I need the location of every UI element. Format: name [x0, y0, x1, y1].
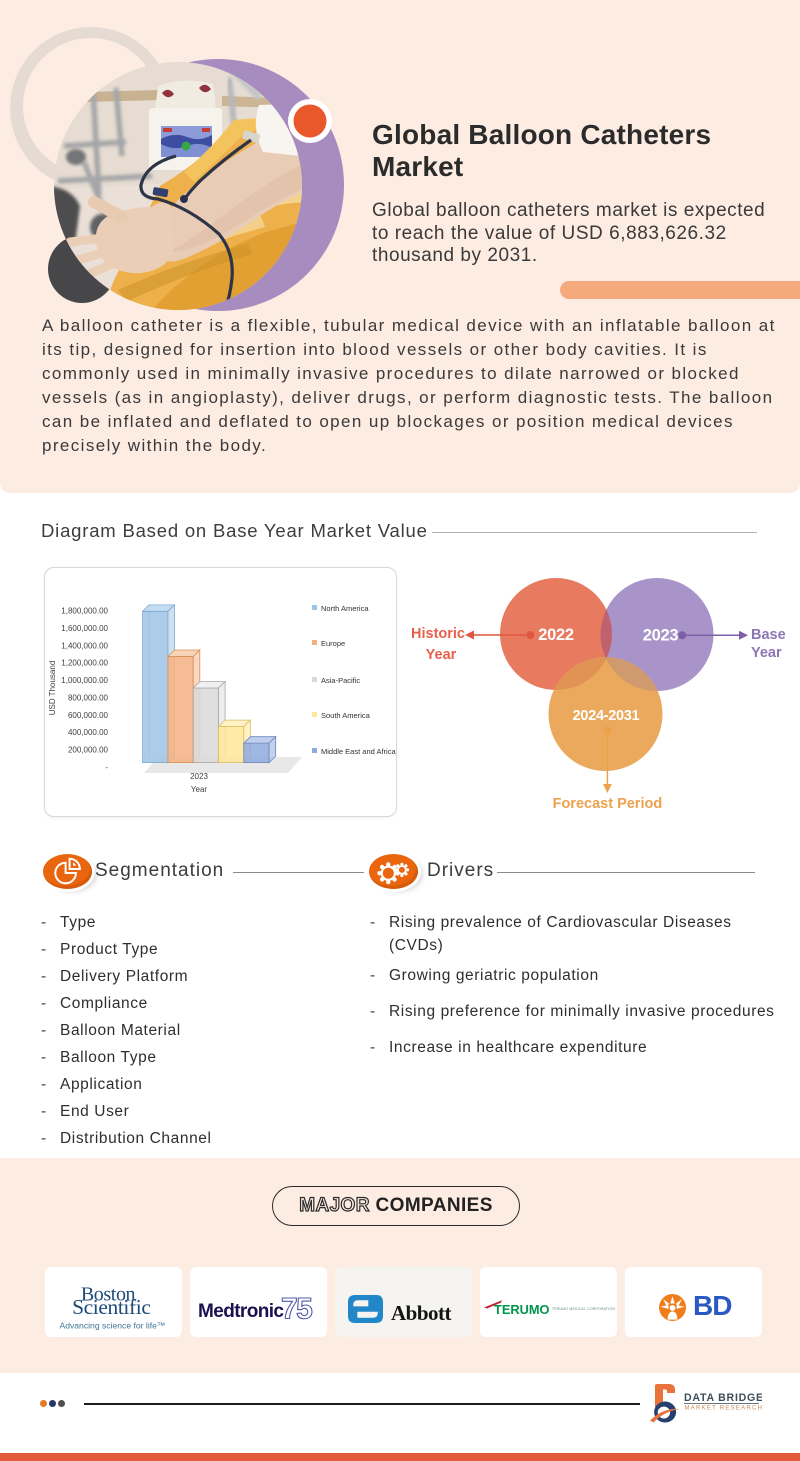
svg-text:1,200,000.00: 1,200,000.00 — [61, 659, 108, 668]
svg-text:Middle East and Africa: Middle East and Africa — [321, 747, 396, 756]
svg-text:Year: Year — [751, 645, 782, 661]
svg-text:2023: 2023 — [643, 627, 679, 645]
svg-text:75: 75 — [281, 1292, 312, 1325]
svg-text:Forecast Period: Forecast Period — [553, 796, 663, 812]
svg-text:Boston: Boston — [81, 1283, 136, 1305]
svg-text:Advancing science for life™: Advancing science for life™ — [59, 1321, 165, 1331]
svg-text:Historic: Historic — [411, 626, 465, 642]
svg-text:1,000,000.00: 1,000,000.00 — [61, 676, 108, 685]
svg-text:1,400,000.00: 1,400,000.00 — [61, 641, 108, 650]
svg-text:Asia-Pacific: Asia-Pacific — [321, 676, 360, 685]
svg-text:TERUMO MEDICAL CORPORATION: TERUMO MEDICAL CORPORATION — [552, 1307, 615, 1311]
svg-text:Base: Base — [751, 627, 786, 643]
svg-text:Europe: Europe — [321, 639, 345, 648]
svg-text:400,000.00: 400,000.00 — [68, 728, 109, 737]
svg-text:800,000.00: 800,000.00 — [68, 693, 109, 702]
svg-text:600,000.00: 600,000.00 — [68, 711, 109, 720]
svg-text:Year: Year — [191, 785, 208, 794]
svg-text:MARKET RESEARCH: MARKET RESEARCH — [685, 1406, 763, 1412]
svg-text:2022: 2022 — [538, 626, 574, 644]
svg-text:Medtronic: Medtronic — [198, 1301, 284, 1322]
svg-text:1,600,000.00: 1,600,000.00 — [61, 624, 108, 633]
svg-text:Year: Year — [426, 647, 457, 663]
svg-text:Scientific: Scientific — [72, 1295, 150, 1319]
svg-text:1,800,000.00: 1,800,000.00 — [61, 607, 108, 616]
svg-text:DATA BRIDGE: DATA BRIDGE — [684, 1392, 762, 1404]
svg-text:200,000.00: 200,000.00 — [68, 746, 109, 755]
svg-text:-: - — [105, 763, 108, 772]
svg-text:2023: 2023 — [190, 772, 208, 781]
svg-text:USD Thousand: USD Thousand — [48, 661, 57, 716]
svg-text:2024-2031: 2024-2031 — [573, 708, 640, 724]
svg-text:TERUMO: TERUMO — [494, 1302, 549, 1317]
svg-text:North America: North America — [321, 604, 369, 613]
svg-text:South America: South America — [321, 711, 371, 720]
